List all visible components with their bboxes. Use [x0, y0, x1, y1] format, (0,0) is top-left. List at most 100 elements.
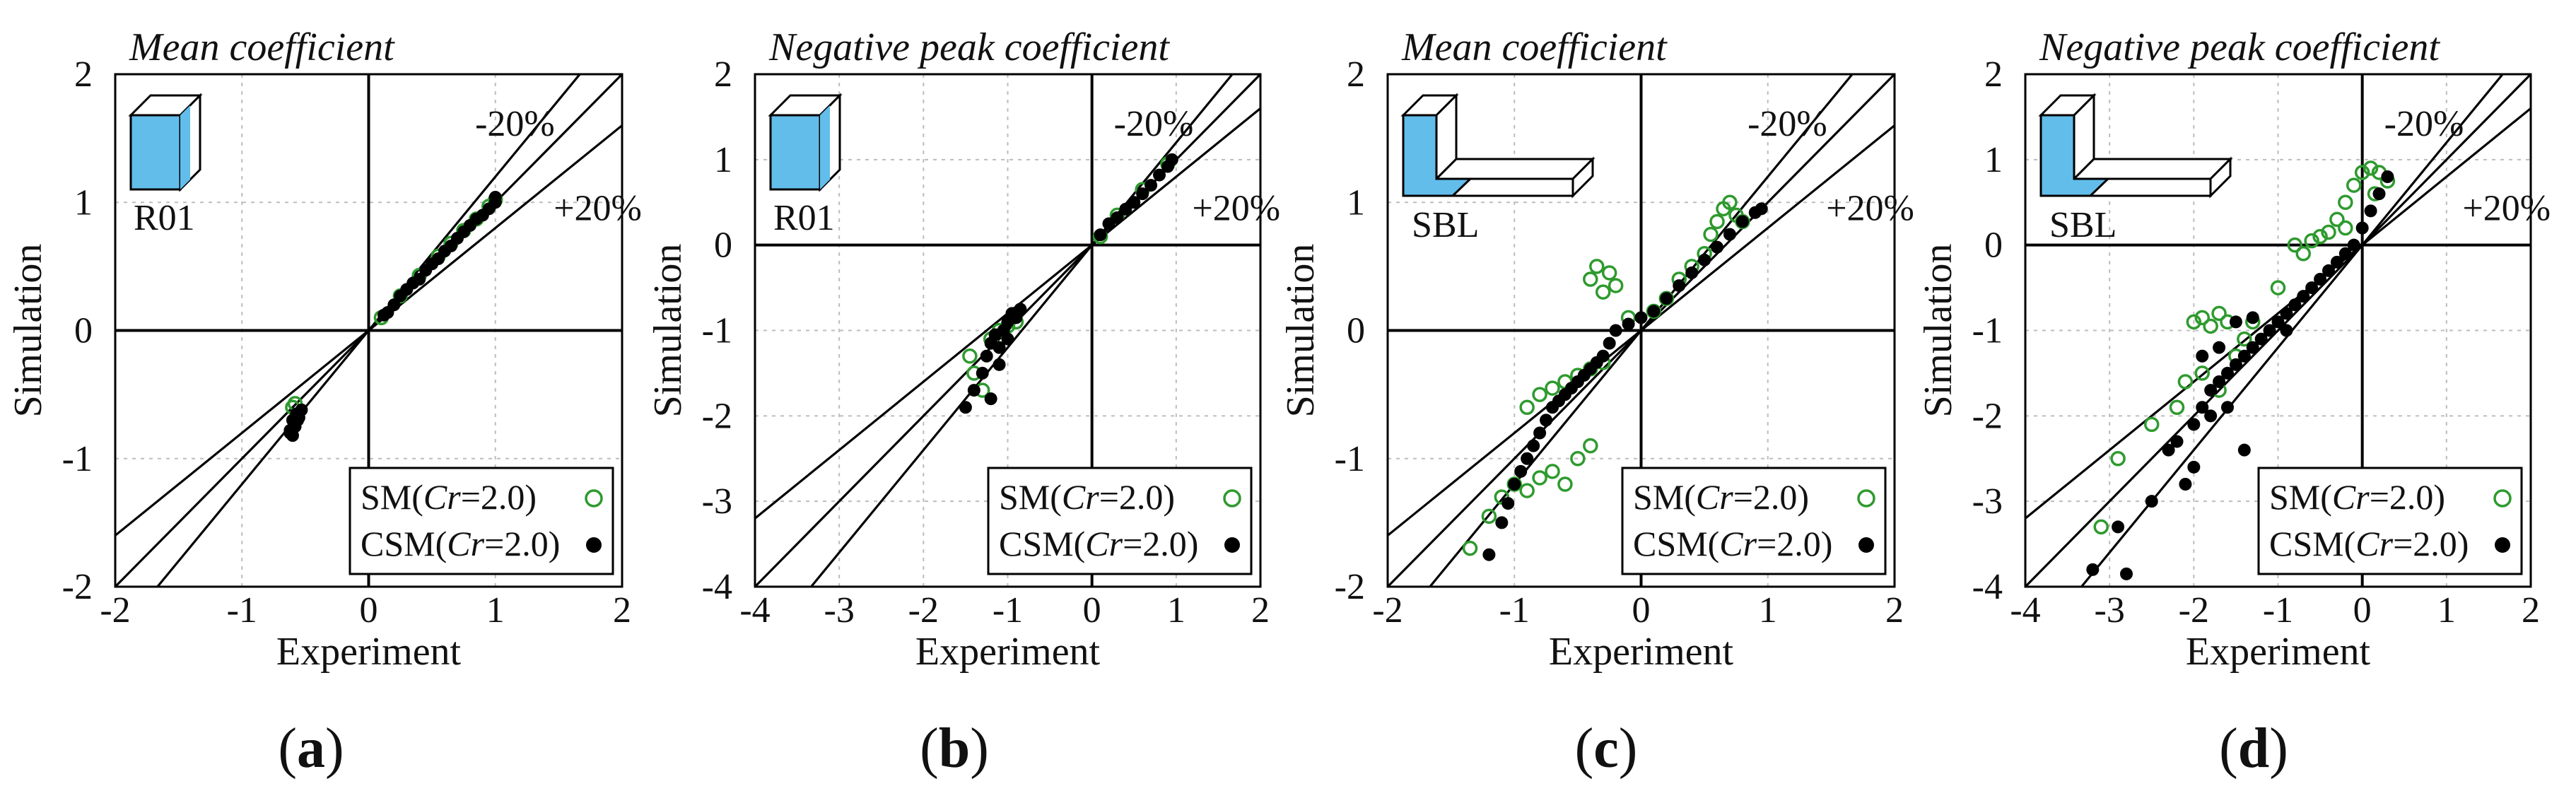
sm-point [2346, 177, 2362, 193]
lshape-front-shade [1402, 114, 1473, 197]
y-tick-label: 0 [1347, 311, 1365, 351]
csm-point [2229, 315, 2242, 329]
prism-side-shade [180, 105, 190, 189]
csm-point [413, 273, 426, 286]
legend-marker-csm [1224, 537, 1240, 553]
y-tick-label: 2 [1347, 54, 1365, 95]
y-tick-label: 1 [1984, 140, 2003, 180]
legend-param: Cr [423, 477, 461, 517]
legend-model-name: CSM [999, 524, 1074, 563]
x-tick-label: 1 [1759, 590, 1777, 631]
csm-point [2305, 281, 2319, 295]
legend-param: Cr [1062, 477, 1099, 517]
csm-point [2187, 418, 2201, 431]
model-label: SBL [1412, 205, 1479, 245]
x-tick-label: -1 [1499, 590, 1530, 631]
csm-point [1128, 196, 1141, 209]
x-tick-label: 2 [1251, 590, 1270, 631]
legend-box [1621, 467, 1887, 575]
subfigure-label: (c) [1575, 717, 1638, 780]
legend-model-name: SM [2269, 477, 2320, 517]
legend-model-name: SM [1633, 477, 1684, 517]
legend-param-open: ( [1708, 524, 1720, 563]
csm-point [2246, 311, 2259, 324]
legend-model-name: CSM [2269, 524, 2344, 563]
csm-point [2381, 170, 2394, 183]
legend-entry-label: CSM(Cr=2.0) [361, 524, 560, 563]
model-label: SBL [2049, 205, 2117, 245]
reference-label-minus20: -20% [475, 104, 555, 144]
x-tick-label: -1 [993, 590, 1023, 631]
y-tick-label: 0 [714, 225, 732, 266]
legend-param-value: =2.0) [461, 477, 537, 517]
data-points [959, 153, 1178, 414]
csm-point [2271, 315, 2285, 329]
x-tick-label: -4 [739, 590, 770, 631]
sm-point [1462, 540, 1478, 556]
prism-side-shade [820, 105, 830, 189]
y-tick-label: 2 [714, 54, 732, 95]
csm-point [1673, 279, 1686, 293]
csm-point [2237, 349, 2251, 363]
building-model-icon: SBL [2038, 93, 2233, 245]
legend-entry-label: CSM(Cr=2.0) [1633, 524, 1832, 563]
sm-point [2110, 451, 2126, 467]
legend-param-open: ( [411, 477, 423, 517]
subfigure-label-letter: a [297, 717, 325, 780]
building-model-icon: R01 [128, 93, 203, 238]
reference-lines [1388, 74, 1895, 587]
legend-param-open: ( [2320, 477, 2332, 517]
sm-point [2287, 237, 2303, 253]
y-axis-title: Simulation [1279, 244, 1323, 418]
csm-point [2355, 221, 2369, 235]
csm-point [1698, 253, 1711, 266]
csm-point [1647, 305, 1661, 318]
csm-point [980, 349, 993, 363]
csm-point [2196, 401, 2209, 414]
x-tick-label: -1 [227, 590, 257, 631]
subfigure-label: (a) [278, 717, 344, 780]
subfigure-label-letter: d [2238, 717, 2270, 780]
sm-point [1519, 483, 1535, 498]
csm-point [2322, 264, 2335, 277]
csm-point [1634, 311, 1648, 324]
x-tick-label: 1 [486, 590, 505, 631]
y-tick-label: -1 [702, 311, 732, 351]
legend-marker-sm [585, 489, 603, 508]
csm-point [1144, 179, 1158, 192]
legend-param-open: ( [435, 524, 447, 563]
sm-point [2312, 228, 2328, 245]
legend-box [349, 467, 614, 575]
subfigure-label-letter: c [1593, 717, 1619, 780]
sm-point [2338, 194, 2353, 210]
x-tick-label: -1 [2263, 590, 2293, 631]
reference-label-minus20: -20% [1747, 104, 1827, 144]
csm-point [1603, 336, 1616, 350]
csm-point [1136, 187, 1149, 201]
reference-line [115, 124, 622, 537]
x-tick-label: -2 [908, 590, 939, 631]
csm-point [2263, 324, 2276, 337]
x-tick-label: -4 [2010, 590, 2040, 631]
csm-point [2297, 290, 2310, 303]
legend-param-value: =2.0) [1733, 477, 1809, 517]
csm-point [1521, 452, 1534, 465]
sm-point [2338, 220, 2353, 236]
csm-point [959, 401, 972, 414]
legend-model-name: CSM [361, 524, 435, 563]
csm-point [283, 426, 297, 440]
legend: SM(Cr=2.0)CSM(Cr=2.0) [2257, 467, 2523, 575]
legend: SM(Cr=2.0)CSM(Cr=2.0) [349, 467, 614, 575]
legend-entry-label: SM(Cr=2.0) [999, 477, 1175, 517]
csm-point [1482, 548, 1496, 561]
x-tick-label: 0 [1083, 590, 1101, 631]
subfigure-label-open: ( [278, 717, 297, 780]
legend-marker-sm [1223, 489, 1241, 508]
sm-point [2304, 233, 2319, 249]
sm-point [2177, 374, 2194, 389]
csm-point [2280, 307, 2293, 320]
y-tick-label: -3 [1972, 481, 2003, 522]
sm-point [1709, 213, 1725, 230]
x-tick-label: 1 [1167, 590, 1185, 631]
